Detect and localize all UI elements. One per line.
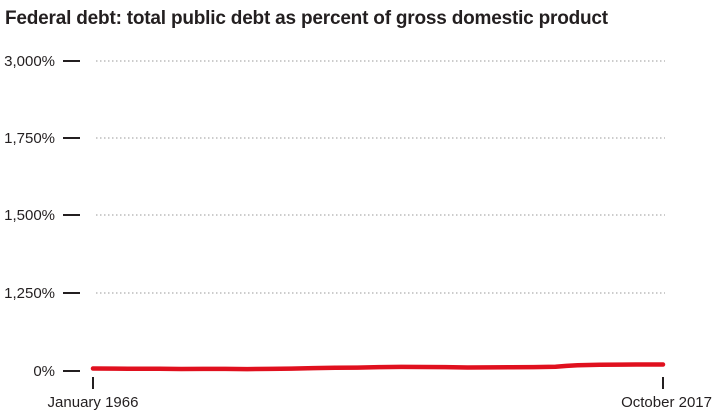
y-tick-label: 0%: [33, 363, 55, 380]
y-tick-label: 3,000%: [4, 53, 55, 70]
series-line-0: [90, 362, 666, 372]
y-tick-label: 1,500%: [4, 207, 55, 224]
y-tick-label: 1,250%: [4, 285, 55, 302]
axes: 0% 1,250% 1,500% 1,750% 3,000% January 1966 Oc…: [4, 53, 712, 411]
y-tick-label: 1,750%: [4, 130, 55, 147]
gridlines: [96, 60, 665, 294]
x-tick-label: October 2017: [621, 394, 712, 411]
series-layer: [90, 362, 666, 372]
x-tick-label: January 1966: [48, 394, 139, 411]
chart-title: Federal debt: total public debt as perce…: [5, 8, 608, 29]
